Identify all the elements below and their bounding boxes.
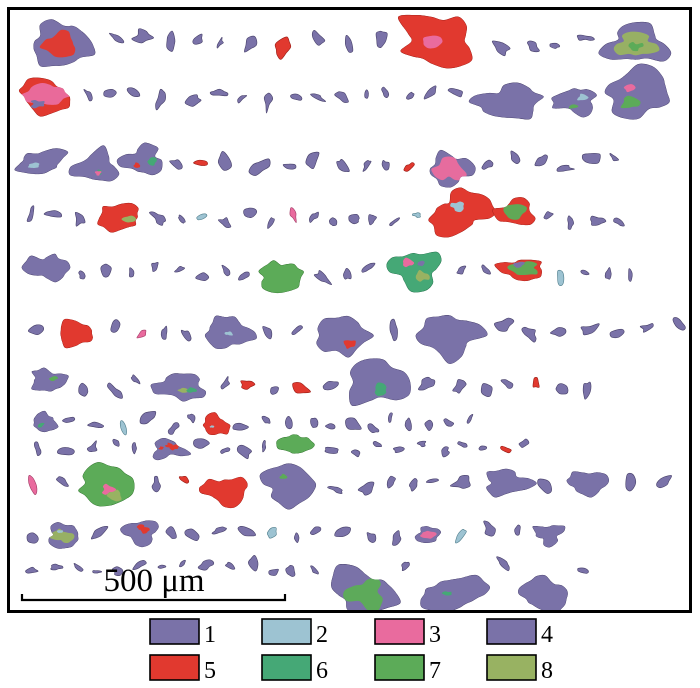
svg-text:7: 7	[429, 658, 441, 684]
svg-text:3: 3	[429, 622, 441, 648]
svg-text:1: 1	[204, 622, 216, 648]
svg-text:4: 4	[541, 622, 553, 648]
svg-text:2: 2	[316, 622, 328, 648]
svg-text:5: 5	[204, 658, 216, 684]
svg-text:6: 6	[316, 658, 328, 684]
svg-text:8: 8	[541, 658, 553, 684]
